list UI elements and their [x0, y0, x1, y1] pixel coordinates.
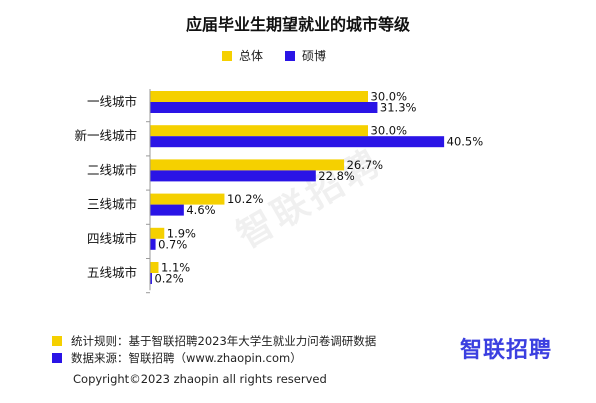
bar-graduate	[150, 238, 156, 250]
data-label-graduate: 4.6%	[186, 203, 215, 217]
data-label-total: 1.1%	[161, 261, 190, 275]
category-label: 四线城市	[87, 231, 137, 246]
bar-graduate	[150, 170, 316, 182]
bar-total	[150, 193, 225, 205]
data-label-total: 1.9%	[167, 226, 196, 240]
bar-total	[150, 227, 165, 239]
legend-item-total: 总体	[222, 47, 263, 64]
bar-graduate	[150, 204, 184, 216]
bar-total	[150, 91, 368, 102]
bar-total	[150, 262, 159, 273]
category-label: 三线城市	[87, 197, 137, 212]
copyright: Copyright©2023 zhaopin all rights reserv…	[73, 372, 327, 386]
data-label-total: 26.7%	[347, 158, 384, 172]
data-label-graduate: 31.3%	[380, 101, 417, 115]
data-label-graduate: 40.5%	[447, 135, 484, 149]
chart-title: 应届毕业生期望就业的城市等级	[185, 15, 410, 34]
category-label: 一线城市	[87, 94, 137, 109]
method-note: 统计规则：基于智联招聘2023年大学生就业力问卷调研数据	[52, 333, 376, 349]
bar-graduate	[150, 136, 445, 148]
category-label: 二线城市	[87, 162, 137, 177]
bar-total	[150, 159, 345, 171]
chart-legend: 总体 硕博	[222, 47, 348, 64]
legend-swatch-graduate	[285, 50, 296, 61]
source-note-swatch	[52, 353, 62, 363]
source-note: 数据来源：智联招聘（www.zhaopin.com）	[52, 350, 302, 366]
method-note-swatch	[52, 336, 62, 346]
data-label-total: 30.0%	[371, 90, 408, 104]
data-label-total: 30.0%	[371, 124, 408, 138]
legend-label-total: 总体	[239, 49, 264, 63]
data-label-total: 10.2%	[227, 192, 264, 206]
legend-swatch-total	[222, 50, 232, 61]
data-label-graduate: 0.2%	[154, 272, 183, 286]
category-label: 五线城市	[87, 265, 137, 280]
bar-total	[150, 125, 368, 137]
zhaopin-logo: 智联招聘	[460, 338, 553, 363]
bar-graduate	[150, 102, 378, 113]
source-note-text: 数据来源：智联招聘（www.zhaopin.com）	[71, 351, 302, 365]
data-label-graduate: 0.7%	[158, 237, 187, 251]
legend-label-graduate: 硕博	[302, 49, 327, 63]
method-note-text: 统计规则：基于智联招聘2023年大学生就业力问卷调研数据	[71, 334, 377, 348]
bar-graduate	[150, 273, 152, 284]
data-label-graduate: 22.8%	[318, 169, 355, 183]
legend-item-graduate: 硕博	[285, 47, 326, 64]
category-label: 新一线城市	[74, 128, 137, 143]
